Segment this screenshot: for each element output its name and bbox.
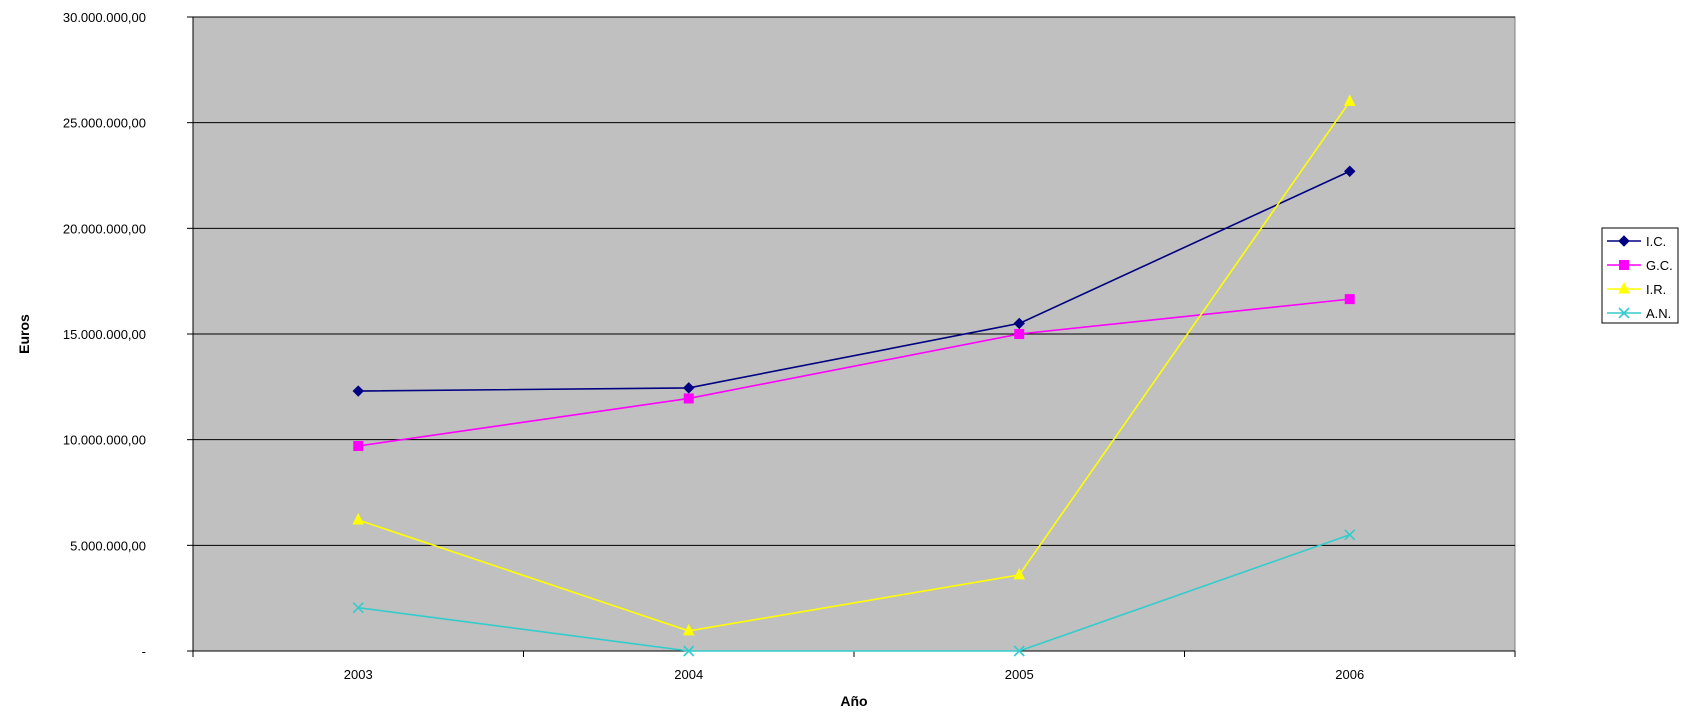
- y-tick-label: -: [142, 644, 146, 659]
- x-marker-stroke: [1013, 645, 1025, 657]
- legend-item-g-c: G.C.: [1607, 258, 1673, 273]
- legend-box: [1601, 227, 1679, 324]
- y-tick-label: 15.000.000,00: [63, 327, 146, 342]
- data-point-i-r: [1013, 567, 1026, 580]
- series-line-i-r: [357, 101, 1351, 632]
- x-tick-label: 2004: [674, 667, 703, 682]
- data-point-a-n: [1344, 529, 1356, 541]
- y-axis-title: Euros: [16, 314, 32, 354]
- y-tick-label: 25.000.000,00: [63, 116, 146, 131]
- y-tick-label: 30.000.000,00: [63, 10, 146, 25]
- x-axis-title: Año: [840, 693, 867, 709]
- x-marker-stroke: [1344, 529, 1356, 541]
- legend-label: A.N.: [1646, 306, 1671, 321]
- y-tick-label: 10.000.000,00: [63, 433, 146, 448]
- data-point-i-r: [682, 623, 695, 636]
- data-point-g-c: [1014, 329, 1025, 339]
- legend-marker: [1619, 260, 1629, 270]
- legend-label: I.C.: [1646, 234, 1666, 249]
- x-marker-stroke: [683, 645, 695, 657]
- data-point-i-c: [352, 385, 364, 397]
- series-markers: [352, 94, 1356, 657]
- data-point-g-c: [683, 393, 694, 404]
- data-point-i-r: [352, 512, 365, 525]
- legend-item-i-c: I.C.: [1607, 234, 1666, 249]
- legend: I.C. G.C. I.R. A.N.: [1601, 227, 1679, 324]
- y-tick-label: 5.000.000,00: [70, 538, 146, 553]
- data-point-a-n: [352, 602, 364, 614]
- data-point-i-r: [1343, 94, 1356, 107]
- legend-label: I.R.: [1646, 282, 1666, 297]
- x-tick-label: 2005: [1005, 667, 1034, 682]
- series-line-g-c: [358, 298, 1350, 447]
- data-point-i-c: [683, 382, 695, 394]
- data-point-a-n: [1013, 645, 1025, 657]
- series-line-i-c: [358, 170, 1351, 392]
- x-tick-label: 2006: [1335, 667, 1364, 682]
- data-point-g-c: [353, 441, 364, 452]
- legend-marker: [1618, 307, 1630, 319]
- legend-marker: [1618, 281, 1630, 294]
- data-point-i-c: [1344, 165, 1356, 177]
- legend-label: G.C.: [1646, 258, 1673, 273]
- x-tick-label: 2003: [344, 667, 373, 682]
- y-tick-label: 20.000.000,00: [63, 221, 146, 236]
- legend-items: I.C. G.C. I.R. A.N.: [1607, 234, 1673, 321]
- x-marker-stroke: [352, 602, 364, 614]
- x-tick-labels: 2003 2004 2005 2006: [192, 651, 1516, 682]
- legend-item-a-n: A.N.: [1607, 306, 1671, 321]
- x-marker-stroke: [1618, 307, 1630, 319]
- series-lines: [357, 101, 1351, 652]
- data-point-i-c: [1013, 317, 1025, 330]
- gridlines: [193, 16, 1515, 546]
- series-line-a-n: [358, 534, 1351, 652]
- legend-marker: [1618, 235, 1630, 247]
- data-point-a-n: [683, 645, 695, 657]
- legend-item-i-r: I.R.: [1607, 281, 1666, 297]
- data-point-g-c: [1344, 294, 1355, 305]
- y-tick-labels: - 5.000.000,00 10.000.000,00 15.000.000,00 2…: [63, 10, 193, 659]
